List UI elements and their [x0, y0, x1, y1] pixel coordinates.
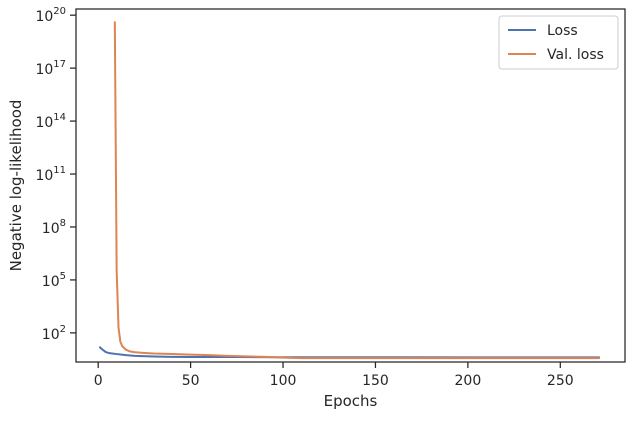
- y-tick-label: 102: [42, 324, 66, 343]
- legend-label-val-loss: Val. loss: [547, 47, 604, 63]
- x-axis-ticks: 0 50 100 150 200 250: [94, 362, 574, 389]
- y-axis-label: Negative log-likelihood: [7, 100, 25, 272]
- y-tick-label: 1017: [35, 59, 66, 78]
- legend-label-loss: Loss: [547, 23, 578, 39]
- y-tick-label: 105: [42, 271, 66, 290]
- x-tick-label: 50: [182, 373, 200, 389]
- x-tick-label: 100: [270, 373, 297, 389]
- y-tick-label: 1011: [35, 165, 66, 184]
- y-tick-label: 1014: [35, 112, 66, 131]
- y-axis-ticks: 102 105 108 1011 1014 1017 1020: [35, 6, 76, 343]
- x-tick-label: 200: [455, 373, 482, 389]
- legend: Loss Val. loss: [498, 15, 619, 70]
- x-tick-label: 150: [362, 373, 389, 389]
- series-lines: [99, 21, 601, 360]
- x-axis-label: Epochs: [324, 392, 378, 410]
- x-tick-label: 0: [94, 373, 103, 389]
- series-line-val-loss: [113, 21, 601, 360]
- x-tick-label: 250: [547, 373, 574, 389]
- y-tick-label: 1020: [35, 6, 66, 25]
- y-tick-label: 108: [42, 218, 66, 237]
